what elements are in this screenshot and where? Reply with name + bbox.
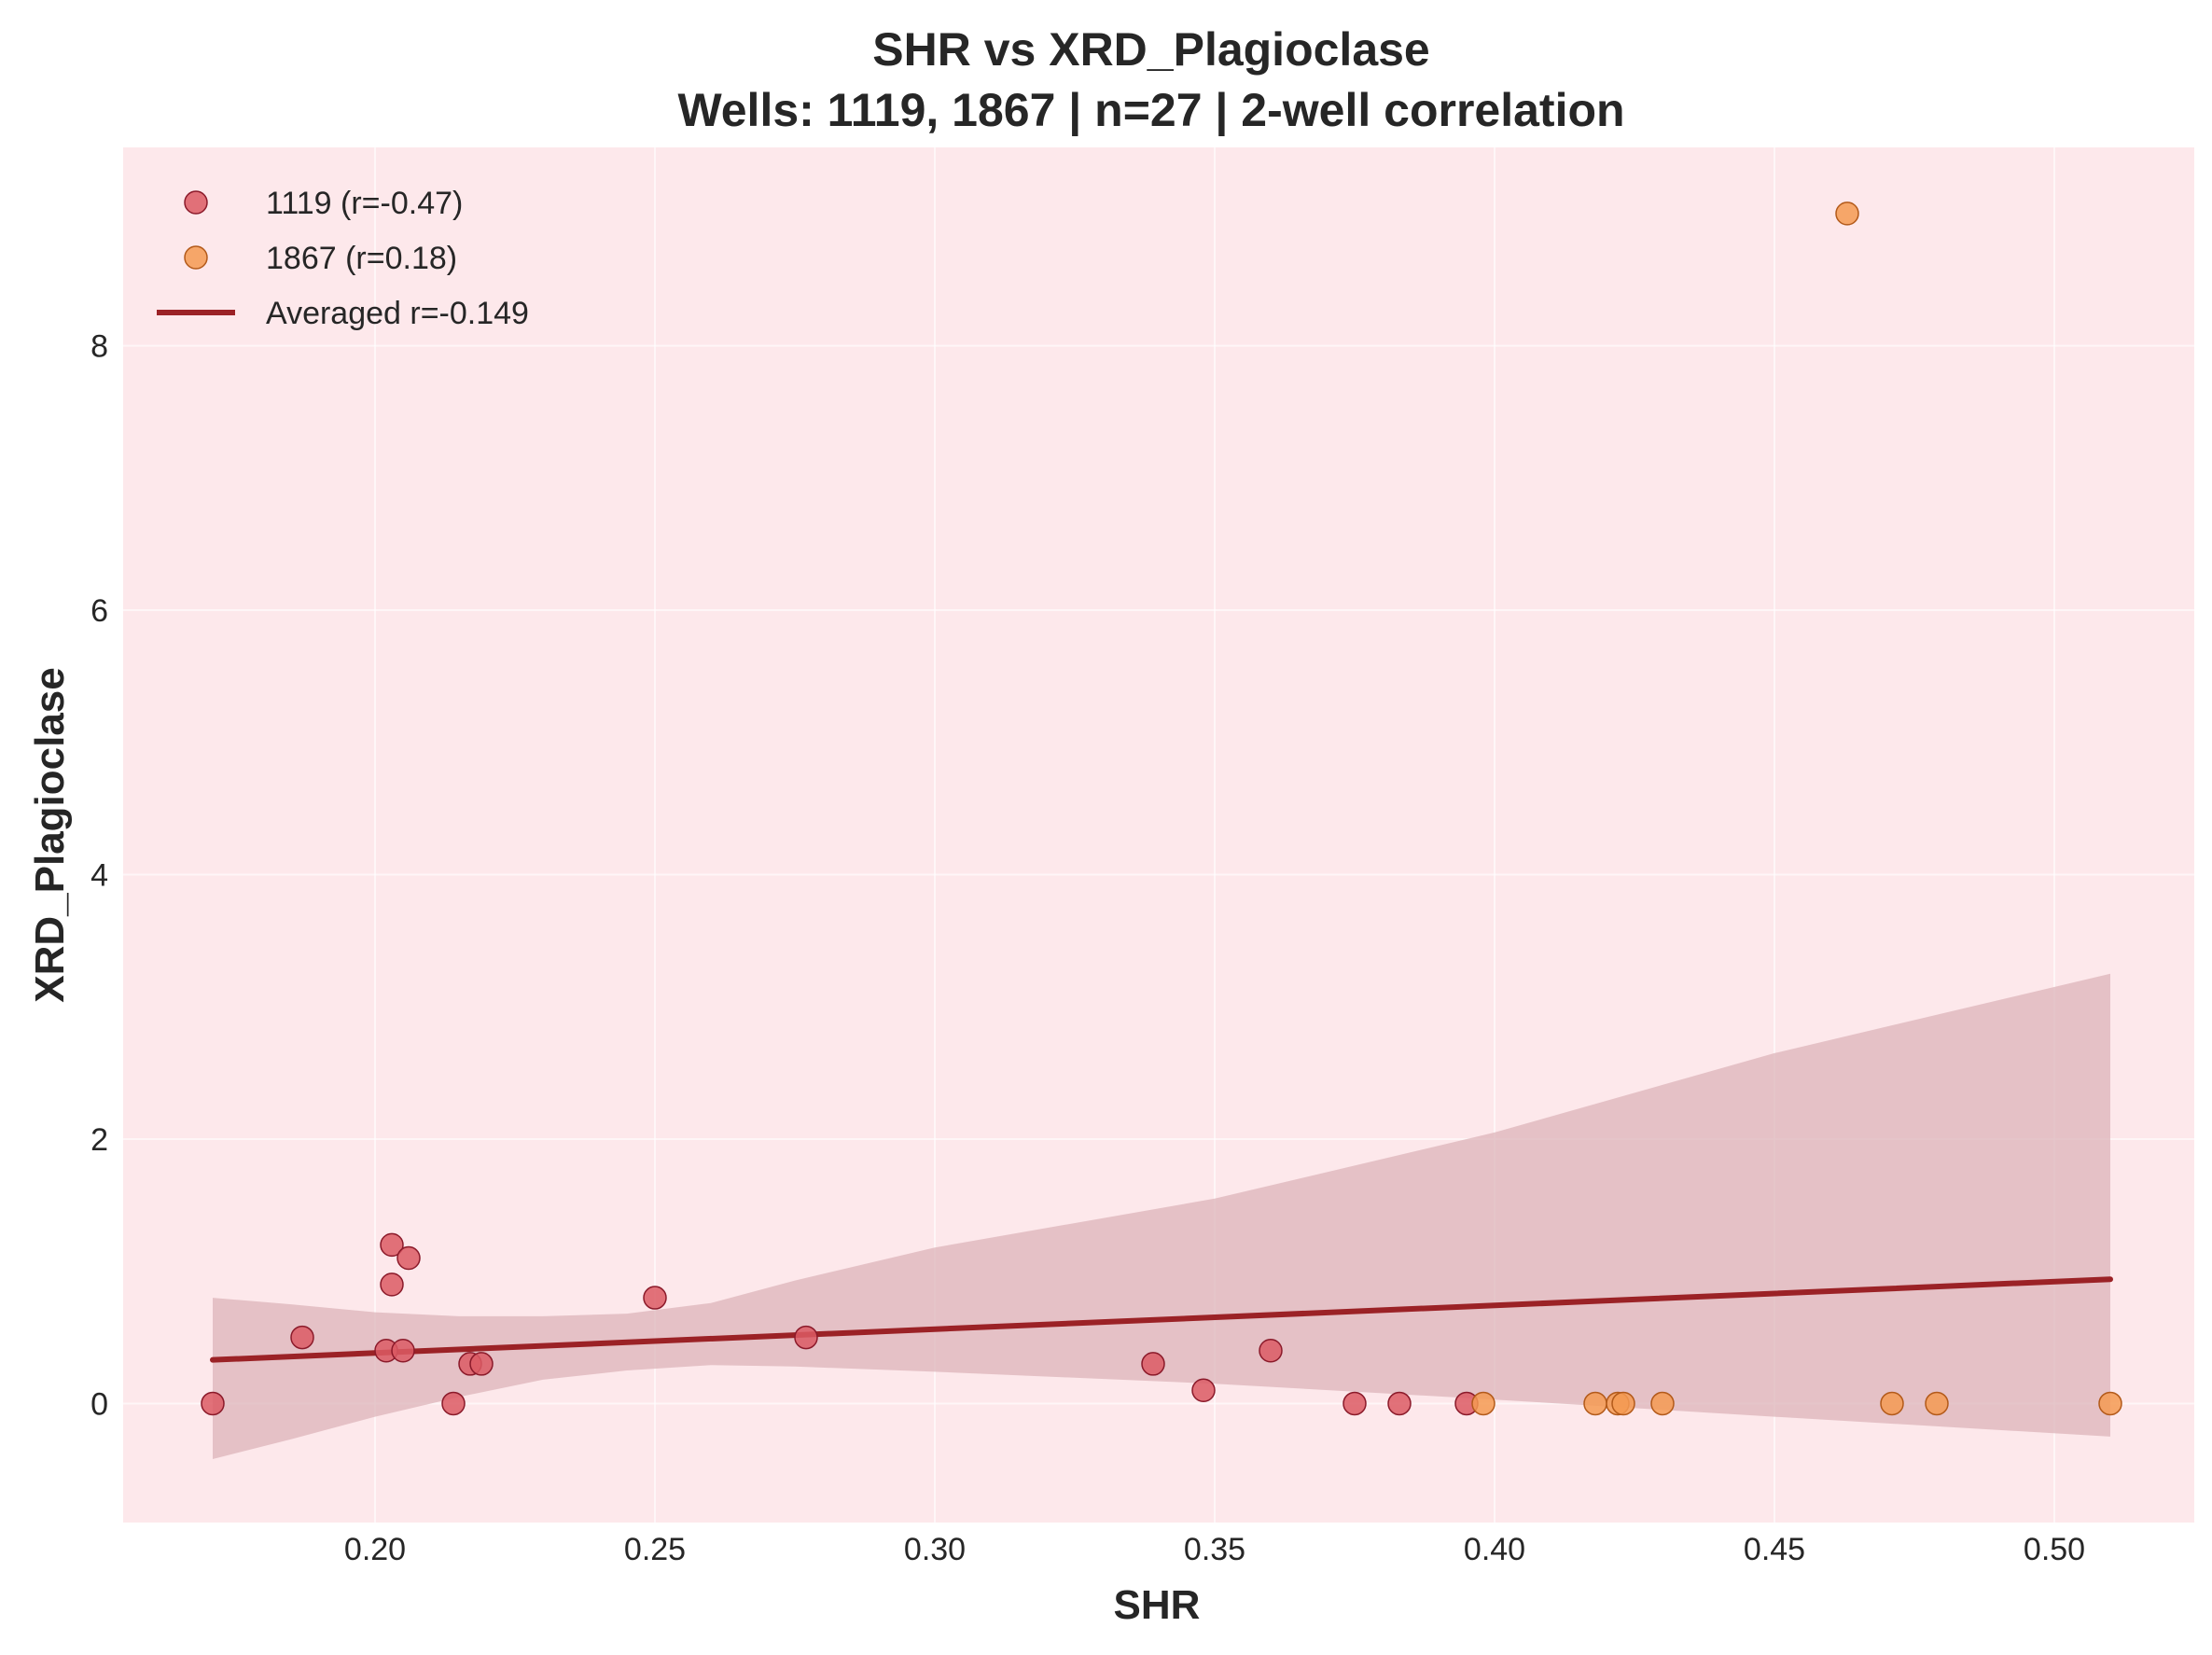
data-point-series-2 (1583, 1391, 1607, 1416)
data-point-series-1 (643, 1286, 667, 1310)
data-point-series-1 (1387, 1391, 1412, 1416)
x-tick-label: 0.45 (1744, 1532, 1805, 1567)
x-tick-label: 0.25 (624, 1532, 686, 1567)
data-point-series-1 (396, 1245, 421, 1271)
data-point-series-1 (290, 1325, 314, 1350)
data-point-series-1 (1191, 1378, 1216, 1403)
legend-label-1867: 1867 (r=0.18) (266, 241, 457, 276)
x-tick-label: 0.35 (1184, 1532, 1245, 1567)
data-points (201, 202, 2122, 1416)
data-point-series-2 (2098, 1391, 2122, 1416)
data-point-series-1 (469, 1352, 494, 1376)
x-axis-ticks: 0.20 0.25 0.30 0.35 0.40 0.45 0.50 (344, 1532, 2085, 1567)
y-axis-label: XRD_Plagioclase (27, 667, 73, 1003)
data-point-series-1 (380, 1273, 404, 1297)
data-point-series-1 (391, 1339, 415, 1363)
data-point-series-2 (1611, 1391, 1635, 1416)
y-tick-label: 0 (90, 1386, 108, 1422)
data-point-series-1 (201, 1391, 225, 1416)
data-point-series-1 (441, 1391, 466, 1416)
data-point-series-2 (1650, 1391, 1675, 1416)
legend-marker-1119 (184, 190, 208, 215)
y-tick-label: 4 (90, 858, 108, 894)
legend-label-1119: 1119 (r=-0.47) (266, 186, 463, 221)
x-tick-label: 0.30 (904, 1532, 966, 1567)
legend: 1119 (r=-0.47) 1867 (r=0.18) Averaged r=… (157, 186, 529, 331)
grid-lines (123, 147, 2194, 1523)
y-tick-label: 2 (90, 1122, 108, 1158)
data-point-series-1 (794, 1325, 818, 1350)
chart-subtitle: Wells: 1119, 1867 | n=27 | 2-well correl… (677, 84, 1624, 137)
data-point-series-1 (1141, 1352, 1165, 1376)
y-tick-label: 6 (90, 593, 108, 629)
data-point-series-2 (1471, 1391, 1496, 1416)
fit-line-group (210, 1276, 2113, 1363)
x-axis-label: SHR (1114, 1582, 1201, 1628)
data-point-series-2 (1880, 1391, 1904, 1416)
data-point-series-1 (1259, 1339, 1283, 1363)
data-point-series-1 (380, 1232, 404, 1258)
y-axis-ticks: 0 2 4 6 8 (90, 329, 108, 1423)
data-point-series-2 (1925, 1391, 1949, 1416)
x-tick-label: 0.40 (1464, 1532, 1525, 1567)
data-point-series-1 (1343, 1391, 1367, 1416)
fit-line (210, 1276, 2113, 1363)
legend-label-fit-line: Averaged r=-0.149 (266, 296, 529, 331)
x-tick-label: 0.50 (2024, 1532, 2085, 1567)
x-tick-label: 0.20 (344, 1532, 406, 1567)
data-point-series-2 (1835, 202, 1859, 226)
chart-title: SHR vs XRD_Plagioclase (872, 23, 1430, 76)
legend-marker-1867 (184, 245, 208, 270)
y-tick-label: 8 (90, 329, 108, 365)
